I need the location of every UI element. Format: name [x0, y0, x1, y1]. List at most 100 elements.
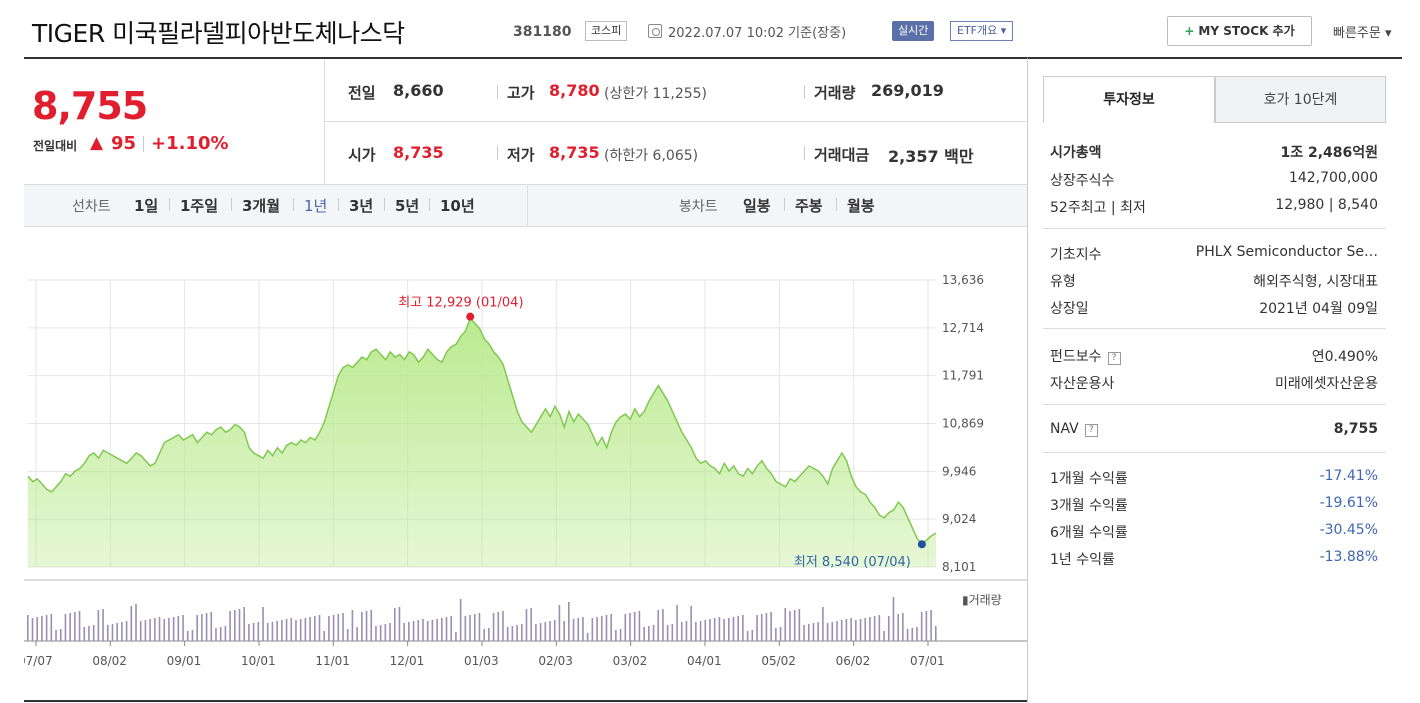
manager-label: 자산운용사 — [1050, 376, 1115, 392]
volume-bar — [111, 624, 114, 641]
tab-monthly[interactable]: 월봉 — [847, 197, 875, 215]
volume-bar — [784, 608, 787, 641]
volume-bar — [502, 611, 504, 641]
volume-bar — [271, 622, 274, 641]
divider — [169, 198, 170, 211]
volume-bar — [553, 620, 556, 641]
return-1y-label: 1년 수익률 — [1050, 552, 1115, 568]
volume-bar — [690, 606, 692, 641]
divider — [1043, 452, 1386, 453]
y-tick-label: 9,946 — [942, 464, 976, 478]
open-label: 시가 — [348, 146, 376, 164]
volume-bar — [718, 617, 721, 641]
y-tick-label: 8,101 — [942, 560, 976, 574]
volume-bar — [412, 621, 415, 641]
return-1y-value: -13.88% — [1319, 549, 1378, 565]
volume-bar — [798, 609, 801, 641]
volume-bar — [219, 627, 222, 641]
volume-bar — [704, 620, 707, 641]
tab-weekly[interactable]: 주봉 — [795, 197, 823, 215]
volume-bar — [869, 617, 871, 641]
listed-value: 2021년 04월 09일 — [1259, 301, 1378, 317]
volume-bar — [892, 597, 895, 641]
volume-bar — [897, 614, 899, 641]
tab-1y[interactable]: 1년 — [304, 197, 328, 215]
volume-bar — [793, 610, 796, 641]
volume-bar — [403, 623, 405, 641]
volume-bar — [624, 614, 627, 641]
volume-bar — [803, 625, 805, 641]
realtime-button[interactable]: 실시간 — [892, 21, 935, 41]
low-label: 저가 — [507, 146, 535, 164]
volume-bar — [106, 625, 109, 641]
volume-bar — [186, 631, 189, 641]
help-icon[interactable]: ? — [1084, 424, 1098, 437]
tab-5y[interactable]: 5년 — [395, 197, 420, 215]
volume-bar — [855, 620, 857, 641]
divider — [324, 59, 325, 184]
candle-chart-label: 봉차트 — [679, 199, 718, 215]
volume-bar — [765, 613, 768, 641]
volume-bar — [92, 625, 95, 641]
volume-bar — [812, 623, 815, 641]
divider — [293, 198, 294, 211]
volume-bar — [78, 611, 81, 641]
volume-bar — [337, 614, 340, 641]
tab-1d[interactable]: 1일 — [134, 197, 159, 215]
volume-bar — [201, 614, 203, 641]
volume-bar — [887, 616, 890, 641]
return-1m-value: -17.41% — [1319, 468, 1378, 484]
tab-10y[interactable]: 10년 — [440, 197, 475, 215]
volume-bar — [97, 610, 100, 641]
market-cap-label: 시가총액 — [1050, 145, 1102, 161]
market-cap-value: 1조 2,486억원 — [1280, 145, 1378, 161]
volume-bar — [836, 621, 838, 641]
divider — [804, 85, 805, 99]
x-tick-label: 07/07 — [24, 654, 53, 668]
volume-bar — [125, 621, 128, 641]
x-tick-label: 06/02 — [836, 654, 871, 668]
volume-label: ▮거래량 — [962, 593, 1002, 607]
nav-value: 8,755 — [1333, 421, 1378, 437]
volume-bar — [375, 626, 377, 641]
volume-bar — [361, 612, 363, 641]
amount-label: 거래대금 — [814, 146, 870, 164]
volume-bar — [295, 620, 297, 641]
volume-bar — [845, 619, 848, 641]
volume-bar — [469, 615, 471, 641]
tab-1w[interactable]: 1주일 — [180, 197, 219, 215]
period-tab-bar — [24, 184, 1027, 227]
price-area-fill — [28, 318, 936, 567]
volume-bar — [422, 619, 424, 641]
volume-bar — [638, 611, 641, 641]
volume-bar — [600, 616, 603, 641]
price-chart[interactable]: 13,636 12,714 11,791 10,869 9,946 9,024 8,101 최… — [24, 228, 1027, 703]
divider — [527, 185, 528, 227]
header: TIGER 미국필라델피아반도체나스닥 381180 코스피 2022.07.0… — [0, 0, 1420, 58]
return-3m-label: 3개월 수익률 — [1050, 498, 1128, 514]
volume-bar — [596, 617, 598, 641]
volume-bar — [299, 619, 302, 641]
tab-3y[interactable]: 3년 — [349, 197, 374, 215]
volume-bar — [516, 625, 518, 641]
etf-overview-dropdown[interactable]: ETF개요 ▾ — [950, 21, 1014, 41]
volume-bar — [285, 619, 288, 641]
volume-bar — [55, 630, 57, 641]
return-6m-label: 6개월 수익률 — [1050, 525, 1128, 541]
help-icon[interactable]: ? — [1107, 352, 1121, 365]
volume-bar — [822, 607, 824, 641]
tab-3m[interactable]: 3개월 — [242, 197, 281, 215]
tab-investment-info[interactable]: 투자정보 — [1043, 76, 1215, 123]
quick-order-dropdown[interactable]: 빠른주문 ▾ — [1333, 26, 1392, 41]
volume-bar — [633, 612, 636, 641]
volume-bar — [417, 620, 420, 641]
max-marker — [466, 312, 475, 321]
tab-daily[interactable]: 일봉 — [743, 197, 771, 215]
volume-label: 거래량 — [814, 84, 856, 102]
volume-bar — [27, 615, 29, 641]
diff-percent: +1.10% — [151, 133, 229, 154]
volume-bar — [45, 615, 48, 641]
nav-label: NAV? — [1050, 421, 1098, 437]
tab-order-book[interactable]: 호가 10단계 — [1215, 76, 1386, 123]
add-mystock-button[interactable]: + MY STOCK 추가 — [1167, 16, 1312, 46]
